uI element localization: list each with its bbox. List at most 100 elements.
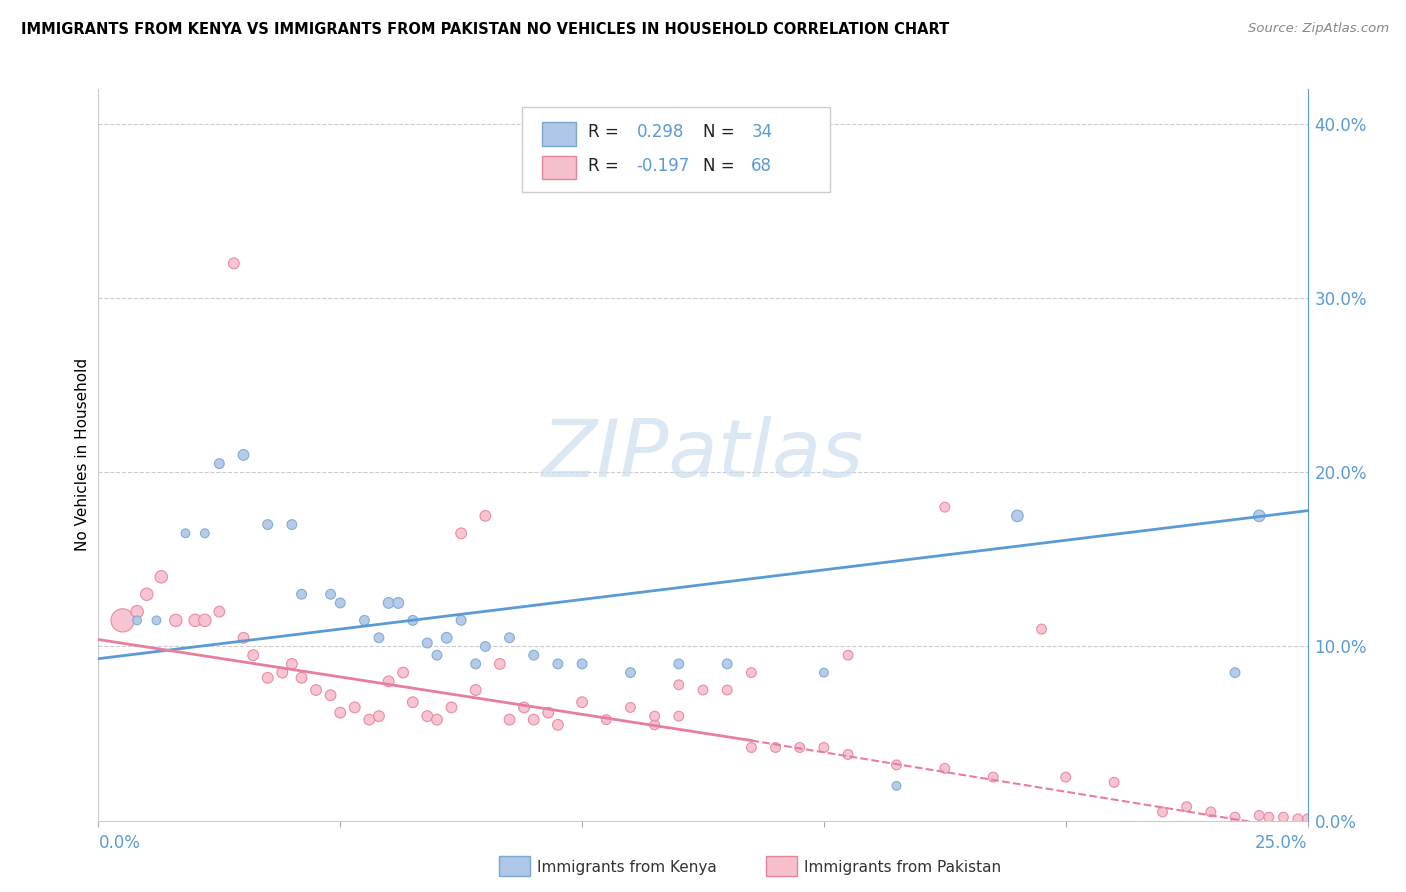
Point bbox=[426, 648, 449, 663]
Point bbox=[981, 770, 1004, 784]
Text: R =: R = bbox=[588, 157, 624, 175]
Point bbox=[353, 613, 375, 627]
Point bbox=[222, 256, 245, 270]
Point bbox=[368, 709, 391, 723]
Text: ZIPatlas: ZIPatlas bbox=[541, 416, 865, 494]
Point bbox=[194, 526, 217, 541]
Point bbox=[1175, 799, 1198, 814]
Point bbox=[498, 631, 520, 645]
Point bbox=[208, 457, 231, 471]
Point bbox=[464, 683, 486, 698]
Point bbox=[184, 613, 207, 627]
Point bbox=[440, 700, 463, 714]
Text: Source: ZipAtlas.com: Source: ZipAtlas.com bbox=[1249, 22, 1389, 36]
Point bbox=[934, 500, 956, 515]
Point bbox=[813, 665, 835, 680]
Point bbox=[1152, 805, 1174, 819]
Point bbox=[402, 613, 425, 627]
Point bbox=[837, 747, 859, 762]
Text: N =: N = bbox=[703, 157, 740, 175]
Point bbox=[194, 613, 217, 627]
Point bbox=[595, 713, 617, 727]
Point bbox=[668, 678, 690, 692]
FancyBboxPatch shape bbox=[543, 156, 576, 179]
Point bbox=[1249, 808, 1271, 822]
Point bbox=[813, 740, 835, 755]
Point bbox=[319, 688, 342, 702]
Text: 25.0%: 25.0% bbox=[1256, 834, 1308, 852]
Text: 68: 68 bbox=[751, 157, 772, 175]
Point bbox=[290, 587, 312, 601]
Point bbox=[740, 740, 762, 755]
Point bbox=[256, 517, 278, 532]
Point bbox=[242, 648, 264, 663]
Text: N =: N = bbox=[703, 123, 740, 141]
Point bbox=[886, 758, 908, 772]
Point bbox=[145, 613, 167, 627]
Text: -0.197: -0.197 bbox=[637, 157, 690, 175]
Point bbox=[934, 761, 956, 775]
Point bbox=[368, 631, 391, 645]
Point bbox=[571, 657, 593, 671]
Y-axis label: No Vehicles in Household: No Vehicles in Household bbox=[75, 359, 90, 551]
Point bbox=[1223, 810, 1246, 824]
Point bbox=[464, 657, 486, 671]
Point bbox=[450, 613, 472, 627]
Point bbox=[387, 596, 409, 610]
Point bbox=[619, 665, 641, 680]
Point bbox=[886, 779, 908, 793]
Point bbox=[1007, 508, 1029, 523]
Text: R =: R = bbox=[588, 123, 624, 141]
Point bbox=[290, 671, 312, 685]
Point bbox=[1272, 810, 1295, 824]
Text: IMMIGRANTS FROM KENYA VS IMMIGRANTS FROM PAKISTAN NO VEHICLES IN HOUSEHOLD CORRE: IMMIGRANTS FROM KENYA VS IMMIGRANTS FROM… bbox=[21, 22, 949, 37]
Point bbox=[716, 683, 738, 698]
Point bbox=[523, 648, 546, 663]
Point bbox=[474, 640, 496, 654]
Point bbox=[1223, 665, 1246, 680]
Point bbox=[1249, 508, 1271, 523]
Point bbox=[165, 613, 187, 627]
Point bbox=[789, 740, 811, 755]
Point bbox=[1031, 622, 1053, 636]
Point bbox=[416, 636, 439, 650]
Point bbox=[716, 657, 738, 671]
Point bbox=[1257, 810, 1279, 824]
Point bbox=[523, 713, 546, 727]
Point bbox=[281, 517, 304, 532]
Point bbox=[377, 596, 399, 610]
Point bbox=[343, 700, 366, 714]
Text: 34: 34 bbox=[751, 123, 772, 141]
Point bbox=[692, 683, 714, 698]
Point bbox=[537, 706, 560, 720]
Point bbox=[256, 671, 278, 685]
Point bbox=[498, 713, 520, 727]
Point bbox=[489, 657, 512, 671]
Point bbox=[232, 448, 254, 462]
Point bbox=[1199, 805, 1222, 819]
Point bbox=[416, 709, 439, 723]
Text: 0.0%: 0.0% bbox=[98, 834, 141, 852]
Point bbox=[359, 713, 381, 727]
Point bbox=[1054, 770, 1077, 784]
Text: 0.298: 0.298 bbox=[637, 123, 683, 141]
Point bbox=[668, 657, 690, 671]
Point bbox=[474, 508, 496, 523]
Point bbox=[547, 718, 569, 732]
Point bbox=[111, 613, 134, 627]
Point bbox=[232, 631, 254, 645]
Point bbox=[305, 683, 328, 698]
Point bbox=[319, 587, 342, 601]
Point bbox=[127, 605, 149, 619]
Point bbox=[513, 700, 536, 714]
Point bbox=[1102, 775, 1125, 789]
Point bbox=[1286, 812, 1309, 826]
Point bbox=[740, 665, 762, 680]
Text: Immigrants from Pakistan: Immigrants from Pakistan bbox=[804, 860, 1001, 874]
Point bbox=[174, 526, 197, 541]
FancyBboxPatch shape bbox=[522, 108, 830, 192]
Point bbox=[426, 713, 449, 727]
Point bbox=[329, 706, 352, 720]
Point bbox=[668, 709, 690, 723]
Point bbox=[765, 740, 787, 755]
